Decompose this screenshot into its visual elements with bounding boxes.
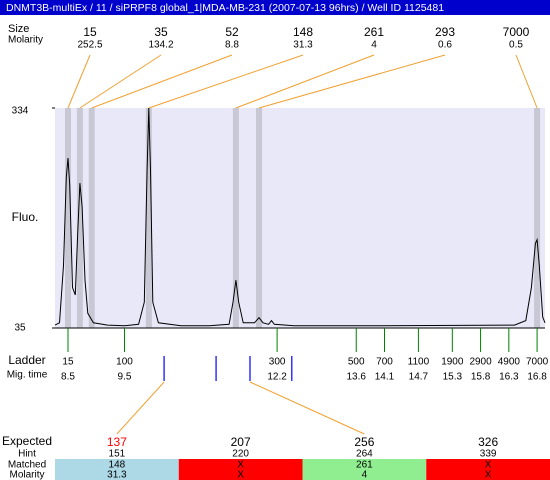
peak-connector [148, 54, 304, 109]
expected-label: Expected [2, 434, 52, 448]
peak-size: 293 [435, 25, 455, 39]
hint-value: 151 [109, 449, 126, 460]
matched-cell [178, 459, 303, 480]
mig-time-label: Mig. time [7, 370, 48, 381]
hint-label: Hint [18, 449, 36, 460]
ladder-time: 9.5 [118, 372, 132, 383]
molarity-value: X [485, 470, 492, 480]
peak-connector [235, 54, 375, 109]
title-bar [0, 0, 550, 15]
ladder-time: 15.3 [443, 372, 463, 383]
peak-band [145, 108, 152, 328]
molarity-value: X [237, 470, 244, 480]
peak-size: 7000 [503, 25, 530, 39]
hint-value: 220 [232, 449, 249, 460]
ladder-label: Ladder [8, 353, 45, 367]
matched-cell [55, 459, 179, 480]
peak-molarity: 0.6 [438, 40, 452, 51]
ladder-size: 100 [116, 357, 133, 368]
peak-size: 261 [364, 25, 384, 39]
molarity-value: 31.3 [107, 470, 127, 480]
expected-value: 326 [478, 435, 498, 449]
peak-band [534, 108, 541, 328]
ladder-size: 1100 [408, 357, 430, 368]
matched-cell [426, 459, 550, 480]
peak-band [232, 108, 239, 328]
peak-connector [67, 54, 91, 109]
matched-value: 261 [356, 460, 373, 471]
molarity-value: 4 [362, 470, 368, 480]
match-connector [249, 381, 365, 435]
expected-value: 256 [354, 435, 374, 449]
hint-value: 264 [356, 449, 373, 460]
plot-area [55, 108, 545, 328]
peak-size: 15 [83, 25, 97, 39]
ladder-time: 13.6 [346, 372, 366, 383]
matched-value: 148 [109, 460, 126, 471]
ladder-size: 2900 [469, 357, 492, 368]
ladder-size: 300 [269, 357, 286, 368]
peak-molarity: 4 [371, 40, 377, 51]
molarity-header: Molarity [8, 35, 43, 46]
ladder-size: 4900 [498, 357, 521, 368]
ladder-size: 7000 [526, 357, 549, 368]
matched-value: X [237, 460, 244, 471]
peak-connector [79, 54, 162, 109]
ladder-time: 16.8 [527, 372, 547, 383]
peak-size: 52 [225, 25, 239, 39]
peak-molarity: 8.8 [225, 40, 239, 51]
ladder-size: 700 [376, 357, 393, 368]
peak-band [64, 108, 71, 328]
match-connector [116, 381, 165, 435]
peak-connector [515, 54, 538, 109]
peak-band [88, 108, 95, 328]
matched-label: Matched [8, 460, 46, 471]
hint-value: 339 [480, 449, 497, 460]
title: DNMT3B-multiEx / 11 / siPRPF8 global_1|M… [6, 2, 444, 14]
peak-band [256, 108, 263, 328]
ladder-size: 1900 [441, 357, 464, 368]
y-axis-label: Fluo. [12, 210, 39, 224]
trace [54, 107, 546, 327]
ladder-time: 16.3 [499, 372, 519, 383]
size-header: Size [8, 23, 29, 35]
ladder-size: 500 [348, 357, 365, 368]
peak-connector [91, 54, 233, 109]
ladder-time: 12.2 [267, 372, 287, 383]
matched-cell [302, 459, 427, 480]
peak-molarity: 252.5 [77, 40, 102, 51]
expected-value: 137 [107, 435, 127, 449]
ladder-time: 15.8 [471, 372, 491, 383]
y-tick-label: 334 [12, 106, 29, 117]
peak-band [76, 108, 83, 328]
peak-molarity: 0.5 [509, 40, 523, 51]
peak-size: 148 [293, 25, 313, 39]
peak-connector [258, 54, 446, 109]
ladder-time: 14.1 [375, 372, 395, 383]
expected-value: 207 [231, 435, 251, 449]
peak-size: 35 [154, 25, 168, 39]
ladder-time: 14.7 [409, 372, 429, 383]
matched-value: X [485, 460, 492, 471]
molarity-row-label: Molarity [9, 470, 44, 480]
peak-molarity: 31.3 [293, 40, 313, 51]
peak-molarity: 134.2 [148, 40, 173, 51]
ladder-time: 8.5 [61, 372, 75, 383]
ladder-size: 15 [62, 357, 74, 368]
y-tick-label: 35 [14, 323, 26, 334]
